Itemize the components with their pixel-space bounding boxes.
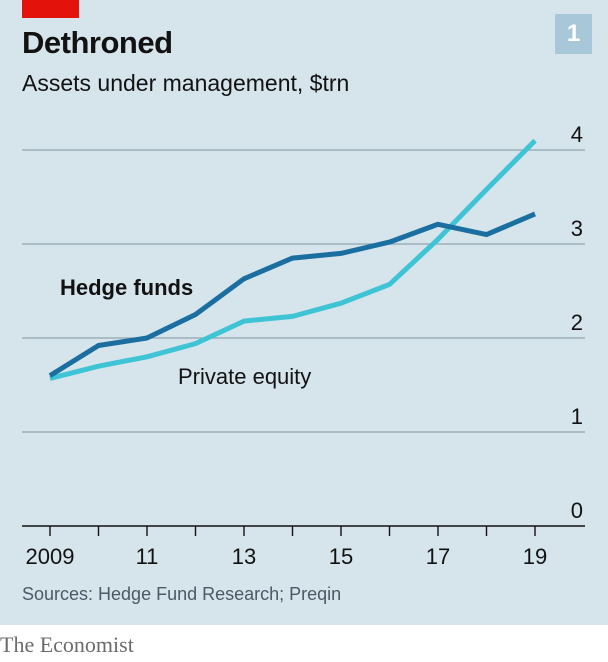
y-tick-label: 2: [571, 310, 583, 335]
chart-number-badge: 1: [555, 14, 592, 54]
y-tick-label: 3: [571, 216, 583, 241]
economist-logo-text: The Economist: [0, 632, 134, 657]
x-tick-label: 2009: [26, 544, 75, 569]
chart-title: Dethroned: [22, 25, 173, 60]
x-tick-label: 17: [426, 544, 450, 569]
data-series: [48, 138, 537, 381]
x-tick-label: 15: [329, 544, 353, 569]
y-tick-label: 1: [571, 404, 583, 429]
line-chart: 0 1 2 3 4 2009 11 13 15 17 19 Hedge funds Private…: [22, 122, 585, 569]
x-tick-label: 19: [523, 544, 547, 569]
y-tick-labels: 0 1 2 3 4: [571, 122, 583, 523]
x-tick-label: 11: [136, 544, 159, 569]
y-tick-label: 4: [571, 122, 583, 147]
chart-subtitle: Assets under management, $trn: [22, 70, 350, 96]
gridlines: [22, 149, 585, 433]
series-label-hedge-funds: Hedge funds: [60, 275, 193, 300]
x-tick-label: 13: [232, 544, 256, 569]
brand-red-tag: [22, 0, 79, 18]
x-axis: [22, 525, 585, 536]
source-note: Sources: Hedge Fund Research; Preqin: [22, 584, 342, 604]
y-tick-label: 0: [571, 498, 583, 523]
x-tick-labels: 2009 11 13 15 17 19: [26, 544, 548, 569]
series-label-private-equity: Private equity: [178, 364, 311, 389]
